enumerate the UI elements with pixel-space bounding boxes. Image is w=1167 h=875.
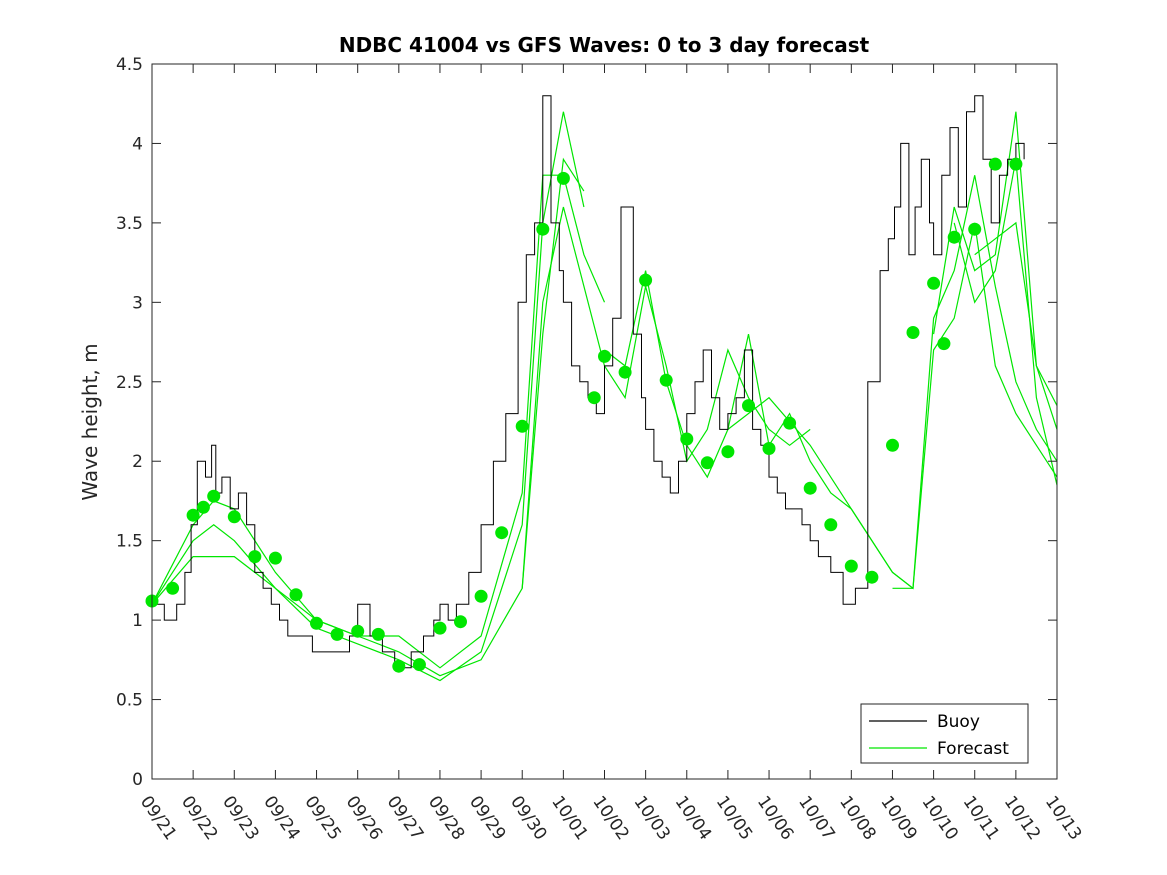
forecast-marker xyxy=(196,500,210,514)
y-tick-label: 2 xyxy=(132,452,143,472)
forecast-series-line-10 xyxy=(974,221,1058,406)
forecast-series-line-9 xyxy=(953,159,1058,486)
forecast-marker xyxy=(412,658,426,672)
legend: Buoy Forecast xyxy=(860,703,1029,764)
y-tick-label: 0 xyxy=(132,770,143,790)
legend-box xyxy=(860,703,1029,764)
y-tick-label: 3.5 xyxy=(116,214,143,234)
forecast-series-line-1 xyxy=(151,157,585,677)
y-tick-label: 4 xyxy=(132,134,143,154)
forecast-marker xyxy=(947,230,961,244)
forecast-marker xyxy=(268,551,282,565)
forecast-series-line-2 xyxy=(151,111,585,682)
y-axis-label: Wave height, m xyxy=(78,343,102,500)
forecast-marker xyxy=(865,570,879,584)
forecast-marker xyxy=(248,550,262,564)
forecast-series-line-6 xyxy=(727,175,1058,590)
forecast-marker xyxy=(1009,157,1023,171)
y-tick-label: 2.5 xyxy=(116,373,143,393)
forecast-marker xyxy=(289,588,303,602)
forecast-marker xyxy=(618,365,632,379)
forecast-marker xyxy=(659,373,673,387)
forecast-marker xyxy=(351,624,365,638)
legend-label-buoy: Buoy xyxy=(937,712,980,732)
forecast-marker xyxy=(310,616,323,630)
forecast-marker xyxy=(721,445,735,459)
forecast-marker xyxy=(392,659,406,673)
forecast-marker xyxy=(186,508,200,522)
y-tick-label: 4.5 xyxy=(116,55,143,75)
forecast-marker xyxy=(886,438,899,452)
forecast-marker xyxy=(166,581,180,595)
forecast-marker xyxy=(495,526,509,540)
y-tick-label: 3 xyxy=(132,293,143,313)
forecast-marker xyxy=(762,442,776,455)
forecast-marker xyxy=(556,171,570,185)
y-tick-label: 1 xyxy=(132,611,143,631)
forecast-marker xyxy=(454,615,467,629)
forecast-marker xyxy=(927,276,941,290)
plot-area: 00.511.522.533.544.509/2109/2209/2309/24… xyxy=(116,55,1085,844)
forecast-marker xyxy=(700,456,714,470)
forecast-marker xyxy=(937,337,951,351)
forecast-marker xyxy=(742,399,755,413)
plot-background xyxy=(152,64,1057,779)
legend-label-forecast: Forecast xyxy=(937,739,1009,759)
buoy-series-line xyxy=(152,95,1025,669)
forecast-marker xyxy=(968,222,982,236)
forecast-marker xyxy=(371,627,385,641)
forecast-marker xyxy=(587,391,601,405)
forecast-marker xyxy=(783,416,797,430)
forecast-marker xyxy=(824,518,838,532)
forecast-marker xyxy=(474,589,488,603)
y-tick-label: 1.5 xyxy=(116,532,143,552)
forecast-marker xyxy=(639,273,653,287)
forecast-marker xyxy=(988,157,1002,171)
forecast-marker xyxy=(844,559,858,573)
forecast-marker xyxy=(536,222,550,236)
forecast-marker xyxy=(433,621,447,635)
forecast-marker xyxy=(515,419,529,433)
forecast-marker xyxy=(598,349,611,363)
forecast-marker xyxy=(330,627,344,641)
forecast-marker xyxy=(680,432,694,446)
chart-title: NDBC 41004 vs GFS Waves: 0 to 3 day fore… xyxy=(339,33,870,57)
forecast-marker xyxy=(906,326,920,339)
forecast-marker xyxy=(803,481,817,495)
forecast-marker xyxy=(207,489,221,503)
forecast-marker xyxy=(227,510,241,524)
y-tick-label: 0.5 xyxy=(116,691,143,711)
